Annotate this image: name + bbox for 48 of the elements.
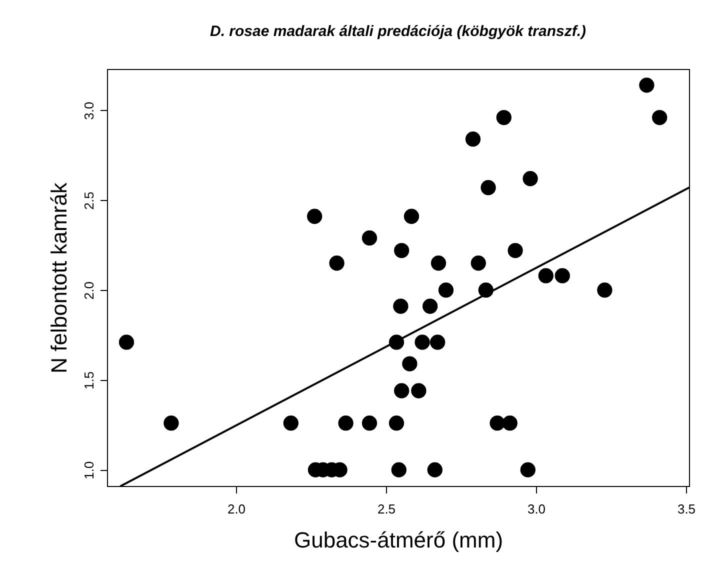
point [402, 356, 418, 372]
point [388, 416, 404, 431]
point [362, 416, 378, 431]
point [538, 268, 554, 284]
point [338, 416, 354, 431]
point [554, 268, 570, 284]
point [283, 416, 298, 431]
point [329, 256, 344, 271]
point [480, 180, 496, 196]
point [508, 242, 523, 258]
point [652, 110, 668, 126]
point [522, 171, 538, 186]
point [438, 282, 454, 298]
point [404, 208, 420, 224]
point [394, 242, 410, 258]
point [427, 462, 442, 478]
point [502, 416, 518, 431]
x-tick-label: 2.5 [377, 502, 396, 516]
point [164, 416, 179, 431]
point [639, 78, 654, 93]
point [362, 230, 378, 246]
chart-title: D. rosae madarak általi predációja (köbgyök transzf.) [210, 23, 586, 40]
x-axis-title: Gubacs-átmérő (mm) [294, 528, 504, 552]
y-tick-label: 1.0 [82, 461, 96, 480]
y-tick-label: 2.0 [82, 282, 96, 300]
point [411, 383, 426, 398]
point [391, 462, 406, 478]
x-tick-label: 3.0 [527, 502, 546, 516]
point [307, 208, 322, 224]
point [490, 416, 505, 431]
point [465, 132, 481, 147]
point [496, 110, 512, 126]
point [394, 383, 410, 398]
point [414, 334, 430, 350]
y-tick-label: 3.0 [82, 102, 96, 120]
y-axis-title: N felbontott kamrák [46, 182, 72, 374]
point [470, 256, 486, 271]
x-tick-label: 2.0 [227, 502, 246, 516]
point [422, 298, 438, 314]
point [118, 334, 134, 350]
point [597, 282, 612, 298]
y-tick-label: 2.5 [82, 192, 96, 210]
point [393, 298, 408, 314]
point [520, 462, 536, 478]
x-tick-label: 3.5 [677, 502, 696, 516]
y-tick-label: 1.5 [82, 371, 96, 390]
point [430, 334, 446, 350]
point [430, 256, 446, 271]
